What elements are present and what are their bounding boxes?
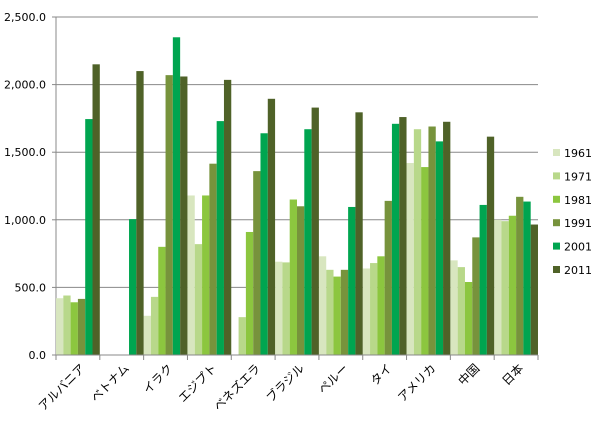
bar-1971 — [457, 267, 465, 355]
y-tick-label: 1,000.0 — [4, 214, 46, 227]
bar-1961 — [143, 315, 151, 355]
y-tick-label: 2,500.0 — [4, 11, 46, 24]
bar-2011 — [399, 117, 407, 355]
x-tick-label: イラク — [140, 361, 175, 396]
bar-1991 — [77, 298, 86, 355]
bar-1971 — [370, 263, 378, 355]
bar-1981 — [377, 256, 385, 355]
bar-2011 — [92, 64, 100, 355]
x-tick-label: ペルー — [316, 361, 351, 396]
bar-1981 — [245, 231, 254, 355]
bar-2001 — [348, 206, 356, 355]
x-tick-label: アメリカ — [395, 361, 438, 404]
bar-1981 — [158, 246, 166, 355]
bar-1981 — [202, 195, 210, 355]
bar-2001 — [304, 129, 312, 355]
bar-1971 — [238, 317, 246, 355]
x-tick-label: ベトナム — [88, 361, 132, 405]
bar-2001 — [129, 219, 137, 355]
y-tick-label: 0.0 — [29, 349, 47, 362]
bar-1981 — [508, 215, 517, 355]
bar-1961 — [187, 195, 195, 355]
bar-2001 — [216, 121, 224, 355]
legend-swatch — [553, 242, 560, 250]
bar-1961 — [362, 268, 371, 355]
y-tick-label: 1,500.0 — [4, 146, 46, 159]
bar-1961 — [56, 298, 64, 355]
bar-1991 — [209, 163, 217, 355]
bar-2011 — [311, 107, 319, 355]
legend: 1961 1971 1981 1991 2001 2011 — [553, 147, 592, 277]
bar-1961 — [406, 163, 414, 355]
legend-swatch — [553, 195, 560, 203]
legend-swatch — [553, 149, 560, 156]
bar-1971 — [501, 221, 509, 355]
legend-label: 1971 — [564, 170, 592, 183]
bar-1981 — [289, 199, 297, 355]
bar-2001 — [435, 141, 444, 355]
bar-1991 — [384, 200, 392, 355]
legend-label: 1981 — [564, 194, 592, 207]
bar-1971 — [413, 129, 422, 355]
legend-swatch — [553, 172, 560, 180]
y-tick-label: 500.0 — [15, 281, 47, 294]
bar-1991 — [340, 269, 349, 355]
bar-2011 — [530, 224, 538, 355]
bar-1991 — [472, 237, 480, 355]
bar-2001 — [391, 123, 400, 355]
bars — [56, 37, 538, 356]
bar-1981 — [333, 276, 341, 355]
x-tick-label: エジプト — [176, 361, 220, 405]
bar-2001 — [260, 133, 268, 355]
bar-1991 — [516, 196, 524, 355]
bar-1971 — [63, 295, 71, 355]
bar-1991 — [253, 171, 261, 355]
x-tick-label: アルバニア — [36, 361, 88, 413]
legend-swatch — [553, 219, 560, 227]
x-tick-label: タイ — [368, 361, 395, 388]
y-tick-label: 2,000.0 — [4, 79, 46, 92]
y-axis: 0.0 500.0 1,000.0 1,500.0 2,000.0 2,500.0 — [4, 11, 57, 362]
legend-swatch — [553, 266, 560, 273]
bar-1981 — [70, 302, 78, 355]
bar-2001 — [172, 37, 181, 355]
bar-1981 — [421, 167, 429, 355]
legend-label: 1991 — [564, 217, 592, 230]
bar-1961 — [275, 261, 283, 355]
bar-2011 — [180, 76, 188, 355]
bar-2011 — [136, 71, 144, 355]
bar-2011 — [486, 136, 495, 355]
x-tick-label: ブラジル — [263, 361, 307, 405]
bar-1971 — [282, 262, 290, 355]
bar-1971 — [194, 244, 203, 355]
bar-1991 — [165, 75, 173, 356]
bar-1991 — [297, 206, 305, 355]
legend-label: 2001 — [564, 241, 592, 254]
bar-1991 — [428, 126, 436, 356]
x-tick-label: ベネズエラ — [210, 361, 263, 414]
bar-1961 — [318, 256, 327, 355]
bar-2011 — [355, 112, 363, 355]
bar-2001 — [85, 119, 93, 356]
bar-1981 — [464, 281, 473, 355]
bar-2011 — [267, 98, 276, 356]
bar-2011 — [443, 121, 451, 355]
x-tick-label: 中国 — [455, 361, 483, 389]
bar-1961 — [494, 219, 502, 355]
bar-2011 — [223, 79, 232, 356]
bar-2001 — [479, 204, 487, 355]
legend-label: 2011 — [564, 264, 592, 277]
x-tick-label: 日本 — [499, 361, 526, 388]
legend-label: 1961 — [564, 147, 592, 160]
bar-1971 — [326, 269, 334, 355]
bar-1971 — [150, 296, 159, 355]
bar-1961 — [450, 260, 458, 355]
bar-2001 — [523, 201, 531, 355]
